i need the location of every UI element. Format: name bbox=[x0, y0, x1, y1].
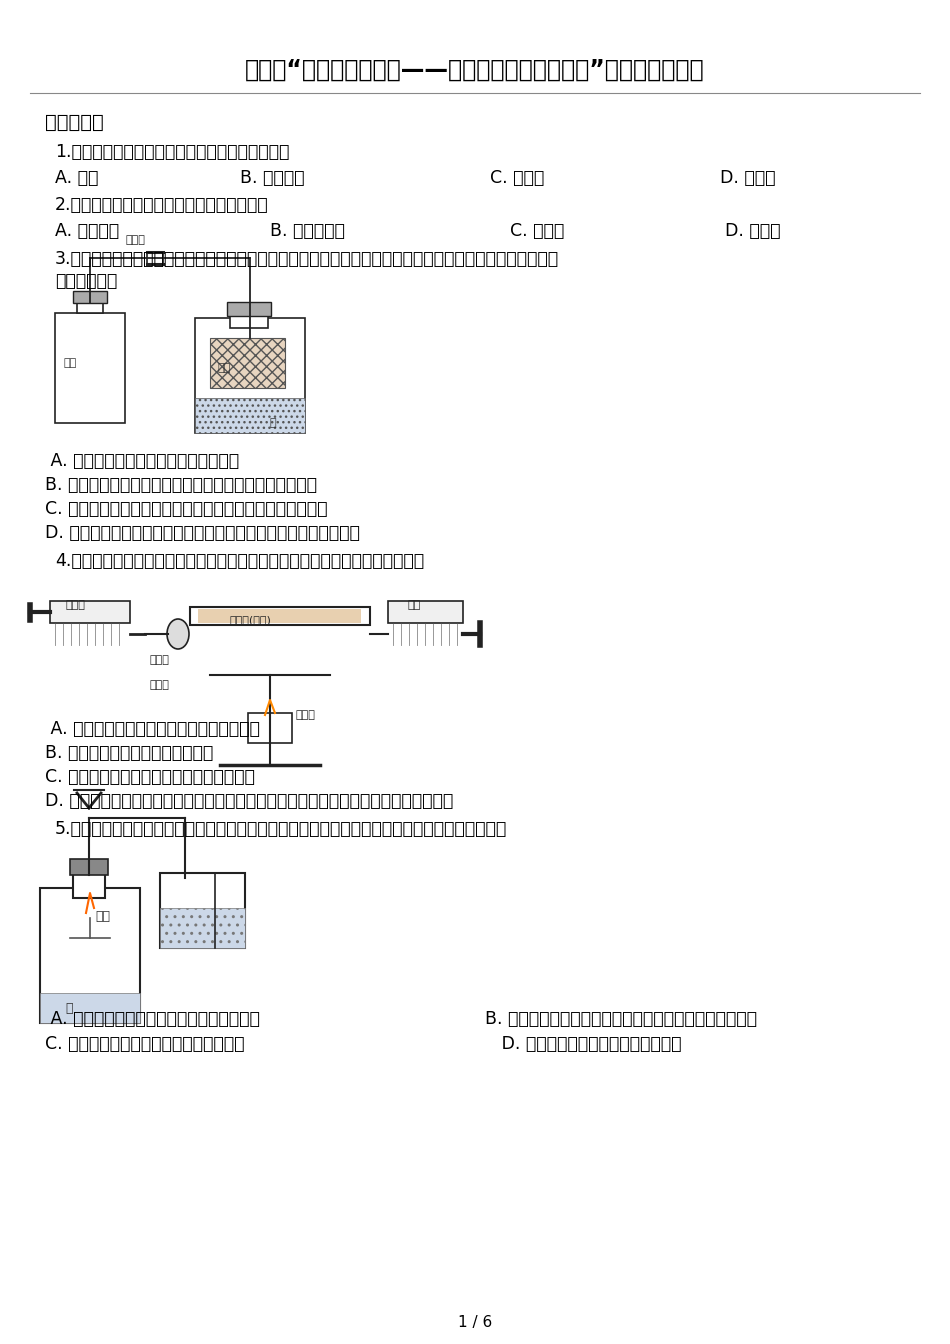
Text: 4.用如下图装置来测定空气中氧气的含量，对该实验认识错误的选项是〔　　〕: 4.用如下图装置来测定空气中氧气的含量，对该实验认识错误的选项是〔 〕 bbox=[55, 552, 424, 570]
Text: 2.通过实验测定了空气的组成科学家是（　）: 2.通过实验测定了空气的组成科学家是（ ） bbox=[55, 196, 269, 214]
Text: 空气: 空气 bbox=[63, 358, 76, 368]
Bar bbox=[50, 601, 130, 624]
Text: 选项是〔　〕: 选项是〔 〕 bbox=[55, 271, 117, 290]
Bar bbox=[70, 859, 108, 875]
Text: B. 阿伏伽德罗: B. 阿伏伽德罗 bbox=[270, 222, 345, 241]
Bar bbox=[73, 870, 105, 898]
Bar bbox=[210, 337, 285, 388]
Bar bbox=[195, 398, 305, 433]
Bar bbox=[160, 909, 245, 948]
Text: 酒精灯: 酒精灯 bbox=[295, 710, 314, 720]
Text: D. 拉瓦锡: D. 拉瓦锡 bbox=[720, 169, 775, 187]
Bar bbox=[227, 302, 271, 316]
Text: B. 实验结束后冷却到室温才能读数: B. 实验结束后冷却到室温才能读数 bbox=[45, 745, 213, 762]
Text: 铁架台: 铁架台 bbox=[150, 680, 170, 689]
Text: 注射器: 注射器 bbox=[65, 599, 85, 610]
Text: C. 气球的作用是调节气压，使氧气完全反响: C. 气球的作用是调节气压，使氧气完全反响 bbox=[45, 767, 255, 786]
Text: 3.如图装置可用于测定空气中氧气的含量，实验前在集气瓶内参加少量水，并做上记号，以下说法中不正确的: 3.如图装置可用于测定空气中氧气的含量，实验前在集气瓶内参加少量水，并做上记号，… bbox=[55, 250, 560, 267]
Text: D. 道尔顿: D. 道尔顿 bbox=[725, 222, 781, 241]
Bar bbox=[190, 607, 370, 625]
Text: 橡皮管: 橡皮管 bbox=[150, 655, 170, 665]
Text: A. 舍勒: A. 舍勒 bbox=[55, 169, 99, 187]
Text: 一、选择题: 一、选择题 bbox=[45, 113, 104, 132]
Text: A. 装置不漏气是实验成功的重要因素之一；: A. 装置不漏气是实验成功的重要因素之一； bbox=[45, 1009, 260, 1028]
Bar bbox=[40, 993, 140, 1023]
Text: 刻度: 刻度 bbox=[408, 599, 421, 610]
Bar bbox=[73, 292, 107, 302]
Bar bbox=[248, 714, 292, 743]
Text: A. 为保证实验结果准确，所取铜粉应该足量: A. 为保证实验结果准确，所取铜粉应该足量 bbox=[45, 720, 260, 738]
Ellipse shape bbox=[167, 620, 189, 649]
Text: C. 实验时，点燃的红磷要立即伸入集气瓶中，并塞紧橡皮塞: C. 实验时，点燃的红磷要立即伸入集气瓶中，并塞紧橡皮塞 bbox=[45, 500, 328, 517]
Bar bbox=[198, 609, 361, 624]
Text: 5.用以下图所示的装置来测定空气中氧气的含量。以下对该实验的判断和认识错误的选项是〔　〕: 5.用以下图所示的装置来测定空气中氧气的含量。以下对该实验的判断和认识错误的选项… bbox=[55, 820, 507, 839]
Text: 1.证明空气是由氮气和氧气组成的科学家是〔　〕: 1.证明空气是由氮气和氧气组成的科学家是〔 〕 bbox=[55, 142, 290, 161]
Text: B. 没等装置充分冷却就翻开弹簧夹会导致实验结果偏小；: B. 没等装置充分冷却就翻开弹簧夹会导致实验结果偏小； bbox=[485, 1009, 757, 1028]
Text: 水: 水 bbox=[270, 418, 276, 427]
Text: C. 道尔夫: C. 道尔夫 bbox=[490, 169, 544, 187]
Text: 弹簧夹: 弹簧夹 bbox=[125, 235, 144, 245]
Bar bbox=[230, 306, 268, 328]
Text: D. 在正常操作情况下，反响结速后消耗氧气的总体积应等于反响前注射器内气体的体积: D. 在正常操作情况下，反响结速后消耗氧气的总体积应等于反响前注射器内气体的体积 bbox=[45, 792, 453, 810]
Text: 水: 水 bbox=[65, 1001, 72, 1015]
Text: D. 该实验所用红磷的量缺乏可能造成气体减少的体积小于五分之一: D. 该实验所用红磷的量缺乏可能造成气体减少的体积小于五分之一 bbox=[45, 524, 360, 542]
Text: 1 / 6: 1 / 6 bbox=[458, 1314, 492, 1331]
Text: B. 门捷列夫: B. 门捷列夫 bbox=[240, 169, 305, 187]
Bar bbox=[40, 888, 140, 1023]
Text: D. 红磷熄灭后瓶内肯定没有氧气了。: D. 红磷熄灭后瓶内肯定没有氧气了。 bbox=[485, 1035, 681, 1052]
Text: C. 弹簧夹没有夹紧会导致实验结果偏大；: C. 弹簧夹没有夹紧会导致实验结果偏大； bbox=[45, 1035, 244, 1052]
Bar bbox=[195, 319, 305, 433]
Bar bbox=[388, 601, 463, 624]
Text: C. 拉瓦锡: C. 拉瓦锡 bbox=[510, 222, 564, 241]
Bar bbox=[55, 313, 125, 423]
Bar bbox=[77, 293, 103, 313]
Text: 红磷: 红磷 bbox=[95, 910, 110, 922]
Text: A. 门捷列夫: A. 门捷列夫 bbox=[55, 222, 119, 241]
Text: B. 红磷燃烧产生大量的白雾，火焰熄灭后立刻翻开弹簧夹: B. 红磷燃烧产生大量的白雾，火焰熄灭后立刻翻开弹簧夹 bbox=[45, 476, 317, 495]
Bar bbox=[160, 874, 245, 948]
Text: 专题：“身边的化学物质——测定空气中的氧气含量”知识归纳练习题: 专题：“身边的化学物质——测定空气中的氧气含量”知识归纳练习题 bbox=[245, 58, 705, 82]
Text: A. 集气瓶内参加少量水可防止瓶底炸裂: A. 集气瓶内参加少量水可防止瓶底炸裂 bbox=[45, 452, 239, 470]
Text: 红磷: 红磷 bbox=[218, 363, 231, 374]
Text: 玻璃管(铜粉): 玻璃管(铜粉) bbox=[229, 616, 271, 625]
